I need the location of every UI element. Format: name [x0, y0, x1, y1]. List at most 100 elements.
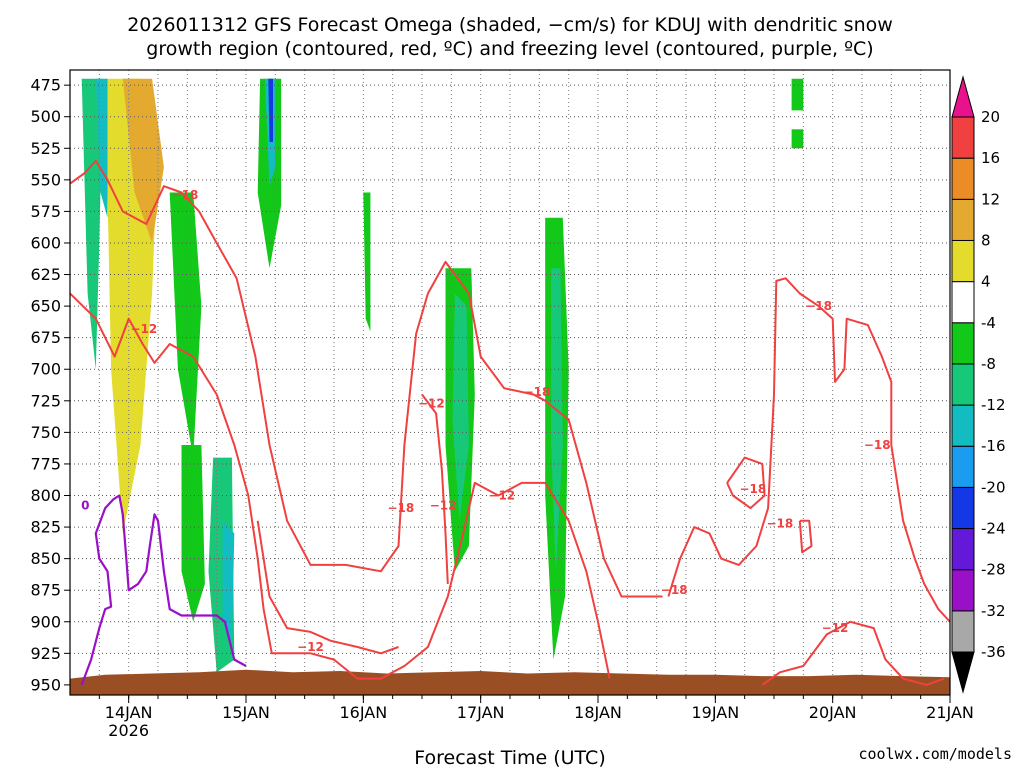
dgz-label-9: −18 [805, 299, 832, 313]
colorbar-segment-1 [951, 610, 975, 653]
x-tick-sublabel-0: 2026 [108, 721, 149, 740]
colorbar-tick-label-3: -24 [981, 520, 1006, 538]
y-tick-label-19: 950 [30, 675, 61, 694]
colorbar-segment-4 [951, 486, 975, 530]
y-tick-label-3: 550 [30, 170, 61, 189]
omega-region-17 [416, 78, 440, 370]
terrain [70, 669, 950, 695]
colorbar-tick-label-4: -20 [981, 478, 1006, 496]
colorbar-segment-9 [951, 281, 975, 324]
omega-region-5 [169, 192, 202, 458]
omega-region-7 [181, 445, 205, 622]
x-tick-label-1: 15JAN [222, 703, 270, 722]
y-tick-label-13: 800 [30, 486, 61, 505]
y-tick-label-16: 875 [30, 581, 61, 600]
omega-region-2 [122, 78, 164, 243]
dgz-contour-3 [421, 393, 449, 584]
colorbar-segment-2 [951, 569, 975, 612]
colorbar-tick-label-7: -8 [981, 355, 996, 373]
dgz-contour-4 [761, 620, 945, 686]
y-tick-label-8: 675 [30, 328, 61, 347]
omega-region-18 [439, 78, 472, 294]
x-tick-label-7: 21JAN [926, 703, 974, 722]
y-axis: 475 500 525 550 575 600 625 650 675 700 725 750 775 8… [30, 76, 70, 694]
x-tick-label-0: 14JAN [105, 703, 153, 722]
colorbar-segment-5 [951, 445, 975, 488]
grid-lines [70, 70, 950, 695]
colorbar-segment-8 [951, 322, 975, 365]
colorbar-tick-label-6: -12 [981, 396, 1006, 414]
freezing-level-contours [80, 494, 247, 686]
colorbar-tick-label-10: 8 [981, 231, 991, 249]
omega-region-15 [363, 192, 371, 332]
dgz-label-2: −12 [418, 396, 445, 410]
omega-region-4 [95, 78, 108, 218]
y-tick-label-5: 600 [30, 233, 61, 252]
dgz-contour-5 [667, 277, 950, 623]
colorbar-tick-label-0: -36 [981, 643, 1006, 661]
omega-region-3 [81, 78, 103, 370]
freezing-label-0: 0 [81, 499, 89, 513]
omega-region-16 [375, 243, 417, 471]
freezing-contour-0 [80, 494, 247, 686]
omega-region-20 [452, 293, 469, 521]
dgz-contour-2 [70, 292, 611, 680]
colorbar-tick-label-11: 12 [981, 190, 1000, 208]
dgz-contour-7 [798, 519, 813, 554]
y-tick-label-12: 775 [30, 454, 61, 473]
colorbar-tick-label-5: -16 [981, 437, 1006, 455]
omega-region-22 [515, 142, 546, 370]
colorbar-tick-label-12: 16 [981, 149, 1000, 167]
dgz-label-1: −12 [131, 322, 158, 336]
y-tick-label-2: 525 [30, 139, 61, 158]
y-tick-label-14: 825 [30, 518, 61, 537]
omega-region-12 [268, 78, 273, 142]
omega-region-25 [574, 78, 622, 370]
dgz-label-6: −12 [488, 489, 515, 503]
x-tick-label-6: 20JAN [809, 703, 857, 722]
dgz-label-0: −18 [172, 188, 199, 202]
colorbar-tick-label-13: 20 [981, 108, 1000, 126]
x-tick-label-2: 16JAN [339, 703, 387, 722]
dgz-contour-0 [70, 159, 663, 598]
dgz-contour-1 [256, 520, 399, 655]
colorbar-segment-10 [951, 239, 975, 283]
dgz-label-5: −12 [430, 499, 457, 513]
colorbar-segment-12 [951, 157, 975, 200]
y-tick-label-11: 750 [30, 423, 61, 442]
x-tick-label-4: 18JAN [574, 703, 622, 722]
y-tick-label-9: 700 [30, 360, 61, 379]
chart-title-line-1: 2026011312 GFS Forecast Omega (shaded, −… [127, 14, 893, 36]
omega-region-33 [938, 78, 950, 206]
dgz-label-11: −18 [739, 482, 766, 496]
omega-region-9 [222, 520, 235, 647]
omega-region-31 [791, 129, 804, 149]
colorbar-tick-label-9: 4 [981, 273, 991, 291]
dgz-label-7: −12 [297, 640, 324, 654]
omega-region-13 [287, 78, 317, 294]
colorbar-segment-3 [951, 528, 975, 571]
colorbar-segment-13 [951, 116, 975, 159]
chart-title-line-2: growth region (contoured, red, ºC) and f… [146, 38, 873, 60]
y-tick-label-10: 725 [30, 391, 61, 410]
omega-shading [75, 78, 950, 673]
omega-region-30 [791, 78, 804, 111]
colorbar-tick-label-1: -32 [981, 602, 1006, 620]
y-tick-label-15: 850 [30, 549, 61, 568]
terrain-fill [70, 669, 950, 695]
credit-text[interactable]: coolwx.com/models [858, 745, 1012, 763]
dgz-label-8: −18 [661, 583, 688, 597]
omega-region-32 [832, 91, 843, 142]
dgz-label-3: −18 [524, 385, 551, 399]
y-tick-label-6: 625 [30, 265, 61, 284]
dgz-label-13: −12 [822, 621, 849, 635]
x-axis-label: Forecast Time (UTC) [414, 747, 605, 768]
y-tick-label-17: 900 [30, 612, 61, 631]
colorbar-tick-label-2: -28 [981, 561, 1006, 579]
colorbar-segment-7 [951, 363, 975, 406]
omega-region-28 [759, 78, 774, 142]
colorbar-segment-14 [951, 75, 975, 118]
contour-labels: −18 −12 −12 −18 −18 −12 −12 −12 −18 −18 −18 −18 −18 −… [81, 188, 891, 654]
